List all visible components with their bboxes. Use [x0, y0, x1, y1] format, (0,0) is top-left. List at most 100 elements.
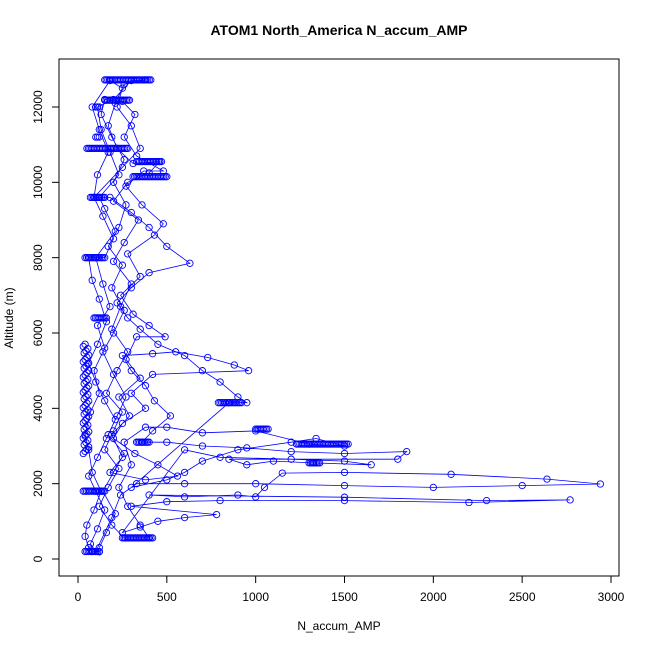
data-point: [465, 498, 473, 507]
data-point: [145, 321, 153, 330]
data-point: [132, 480, 141, 488]
data-point: [287, 455, 295, 463]
data-point: [79, 373, 87, 381]
data-point: [447, 470, 455, 478]
data-point: [124, 178, 132, 186]
x-axis: 0 500 1000 1500 2000 2500 3000: [75, 575, 625, 604]
data-point: [132, 152, 141, 160]
data-point: [230, 361, 238, 369]
data-point: [340, 449, 349, 458]
data-point: [104, 148, 112, 156]
data-point: [101, 344, 109, 352]
data-point: [120, 156, 128, 164]
data-point: [180, 351, 189, 360]
x-tick-label: 1500: [331, 590, 358, 604]
data-point: [173, 472, 182, 480]
data-point: [198, 457, 207, 465]
x-tick-label: 1000: [242, 590, 269, 604]
data-point: [93, 133, 102, 141]
data-point: [109, 329, 118, 337]
y-tick-label: 4000: [31, 395, 45, 422]
data-point: [166, 412, 175, 420]
data-point: [124, 348, 132, 356]
data-point: [109, 434, 118, 443]
data-point: [125, 412, 134, 420]
data-point: [95, 295, 103, 303]
data-point: [367, 461, 375, 469]
data-point: [108, 431, 116, 439]
data-point: [161, 333, 169, 341]
data-point: [260, 483, 269, 492]
data-point: [83, 521, 91, 529]
data-point: [109, 427, 118, 435]
data-point: [90, 367, 98, 375]
data-point: [88, 103, 96, 111]
data-point: [163, 498, 171, 506]
y-tick-label: 8000: [31, 244, 45, 271]
data-point: [340, 468, 349, 477]
data-point: [101, 205, 109, 213]
data-point: [101, 446, 109, 454]
data-point: [113, 299, 121, 307]
data-point: [287, 438, 295, 446]
data-point: [212, 510, 221, 519]
data-point: [122, 393, 130, 401]
data-point: [252, 480, 260, 488]
data-point: [127, 502, 135, 510]
data-point: [101, 487, 109, 495]
data-point: [429, 483, 437, 492]
x-tick-label: 2000: [420, 590, 447, 604]
data-point: [394, 455, 402, 463]
data-point: [237, 399, 246, 407]
data-point: [340, 481, 349, 490]
data-point: [264, 425, 272, 433]
y-axis-label: Altitude (m): [2, 287, 16, 348]
data-point: [120, 449, 128, 458]
data-point: [482, 496, 491, 505]
data-point: [131, 449, 139, 458]
data-point: [216, 453, 224, 461]
data-point: [122, 355, 130, 364]
data-point: [124, 144, 132, 153]
data-point: [109, 257, 118, 266]
data-point: [157, 157, 166, 166]
x-tick-label: 3000: [598, 590, 625, 604]
data-point: [243, 399, 251, 407]
data-point: [99, 254, 107, 262]
data-point: [90, 506, 98, 514]
data-point: [154, 461, 162, 469]
data-point: [252, 493, 260, 501]
data-point: [518, 481, 526, 490]
data-point: [315, 459, 324, 467]
data-point: [127, 367, 135, 375]
data-point: [101, 193, 109, 202]
data-point: [163, 423, 171, 431]
data-point: [403, 447, 411, 456]
data-point: [113, 412, 121, 420]
data-point: [147, 76, 155, 84]
data-point: [81, 532, 89, 541]
data-point: [180, 493, 189, 501]
data-point: [120, 238, 128, 247]
data-point: [596, 480, 604, 488]
data-point: [118, 408, 127, 416]
data-point: [145, 491, 153, 499]
data-point: [109, 468, 118, 477]
data-point: [243, 444, 251, 452]
data-point: [115, 393, 123, 401]
data-point: [115, 483, 123, 492]
data-point: [106, 193, 114, 202]
data-point: [101, 506, 109, 514]
data-point: [92, 378, 100, 386]
data-point: [104, 242, 112, 251]
data-point: [118, 261, 127, 269]
data-point: [118, 163, 127, 171]
data-point: [141, 423, 150, 431]
data-point: [85, 472, 93, 480]
data-point: [93, 340, 102, 348]
data-point: [163, 438, 171, 446]
data-point: [180, 513, 189, 522]
data-point: [287, 447, 295, 456]
data-point: [180, 446, 189, 454]
